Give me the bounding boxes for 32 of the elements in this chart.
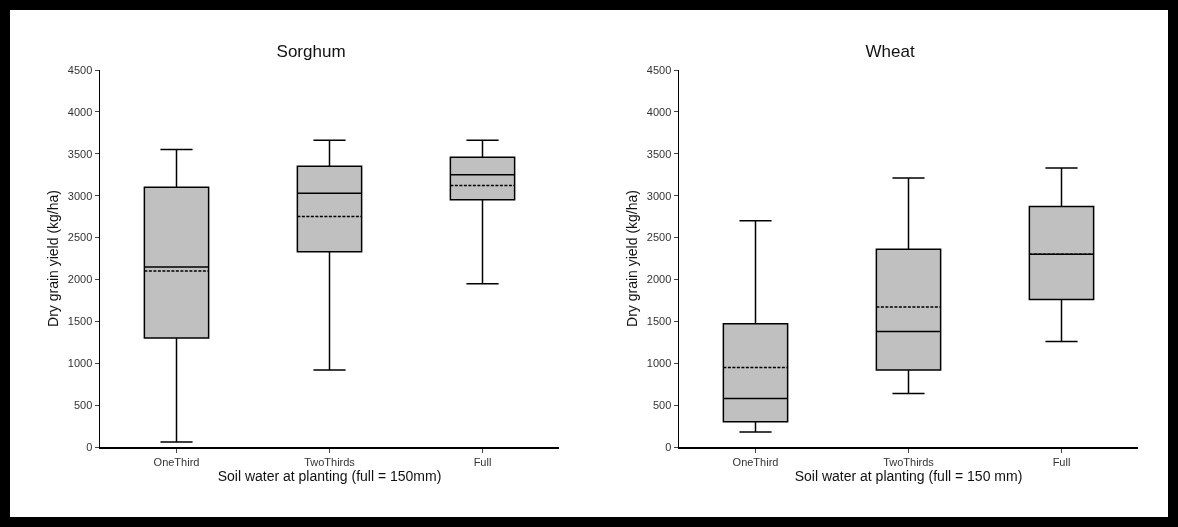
x-tick-label: OneThird (732, 455, 779, 468)
y-tick-label: 3000 (67, 189, 93, 202)
y-axis-title: Dry grain yield (kg/ha) (623, 190, 640, 327)
x-axis-title: Soil water at planting (full = 150 mm) (794, 467, 1023, 484)
chart-title: Sorghum (276, 42, 346, 62)
y-tick-label: 4000 (67, 105, 93, 118)
y-tick-label: 2000 (646, 273, 672, 286)
y-tick-label: 3500 (646, 147, 672, 160)
x-axis-title: Soil water at planting (full = 150mm) (217, 467, 442, 484)
y-tick-label: 0 (665, 440, 672, 453)
y-tick-label: 4500 (646, 63, 672, 76)
y-tick-label: 3000 (646, 189, 672, 202)
y-tick-label: 2500 (67, 231, 93, 244)
y-tick-label: 1000 (646, 357, 672, 370)
y-tick-label: 2000 (67, 273, 93, 286)
x-tick-label: Full (1052, 455, 1071, 468)
y-axis-title: Dry grain yield (kg/ha) (44, 190, 61, 327)
y-tick-label: 500 (652, 398, 672, 411)
x-tick-label: TwoThirds (304, 455, 356, 468)
y-tick-label: 4500 (67, 63, 93, 76)
chart-title: Wheat (865, 42, 915, 62)
y-tick-label: 2500 (646, 231, 672, 244)
x-tick-label: OneThird (153, 455, 200, 468)
y-tick-label: 500 (73, 398, 93, 411)
y-tick-label: 1500 (646, 315, 672, 328)
y-tick-label: 1500 (67, 315, 93, 328)
y-tick-label: 0 (86, 440, 93, 453)
y-tick-label: 3500 (67, 147, 93, 160)
x-tick-label: TwoThirds (883, 455, 935, 468)
y-tick-label: 4000 (646, 105, 672, 118)
y-tick-label: 1000 (67, 357, 93, 370)
x-tick-label: Full (473, 455, 492, 468)
